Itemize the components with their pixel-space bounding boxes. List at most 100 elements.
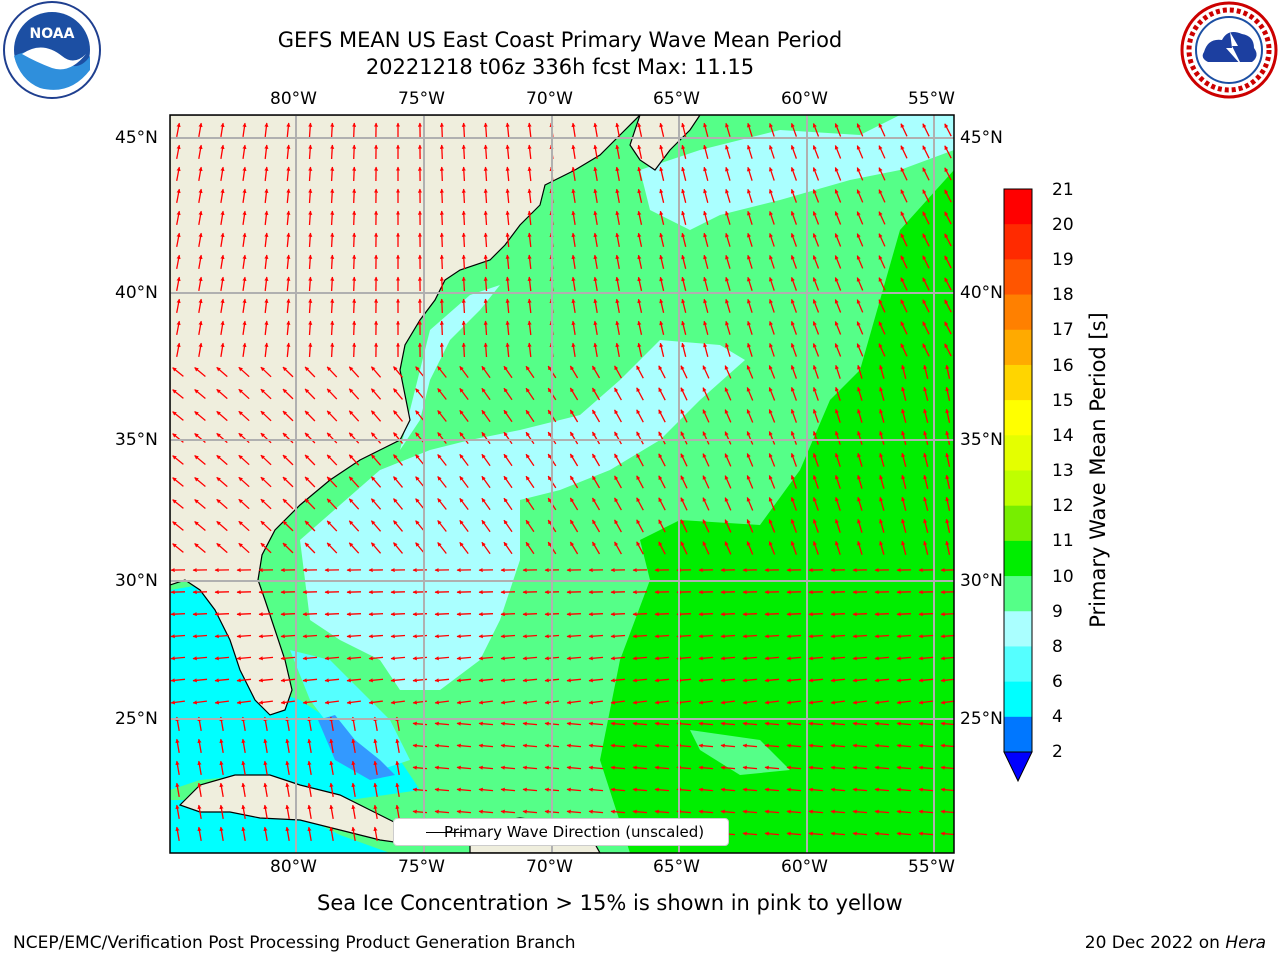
- wave-direction-arrow: [503, 453, 513, 467]
- wave-direction-arrow: [566, 809, 582, 814]
- wave-direction-arrow: [852, 700, 867, 705]
- wave-direction-arrow: [220, 298, 225, 314]
- wave-direction-arrow: [527, 210, 532, 226]
- wave-direction-arrow: [698, 634, 714, 639]
- wave-direction-arrow: [373, 782, 378, 798]
- wave-direction-arrow: [415, 454, 425, 466]
- wave-direction-arrow: [373, 826, 378, 842]
- wave-direction-arrow: [698, 787, 714, 792]
- wave-direction-arrow: [615, 232, 620, 248]
- wave-direction-arrow: [483, 254, 488, 270]
- wave-direction-arrow: [944, 123, 952, 137]
- wave-direction-arrow: [680, 453, 688, 467]
- wave-direction-arrow: [878, 299, 886, 313]
- wave-direction-arrow: [263, 738, 268, 754]
- wave-direction-arrow: [264, 276, 269, 292]
- wave-direction-arrow: [790, 387, 798, 401]
- wave-direction-arrow: [922, 343, 930, 357]
- wave-direction-arrow: [922, 277, 930, 291]
- wave-direction-arrow: [282, 432, 294, 444]
- wave-direction-arrow: [588, 700, 603, 705]
- wave-direction-arrow: [681, 276, 687, 291]
- wave-direction-arrow: [478, 634, 494, 639]
- wave-direction-arrow: [879, 364, 885, 379]
- wave-direction-arrow: [790, 343, 798, 357]
- wave-direction-arrow: [878, 145, 886, 159]
- wave-direction-arrow: [610, 721, 626, 726]
- wave-direction-arrow: [286, 276, 291, 292]
- wave-direction-arrow: [258, 612, 274, 617]
- wave-direction-arrow: [527, 144, 532, 160]
- wave-direction-arrow: [456, 787, 472, 792]
- wave-direction-arrow: [790, 519, 798, 533]
- wave-direction-arrow: [461, 342, 466, 358]
- wave-direction-arrow: [330, 166, 335, 182]
- wave-direction-arrow: [308, 342, 313, 358]
- wave-direction-arrow: [437, 476, 447, 488]
- wave-direction-arrow: [370, 476, 382, 488]
- wave-direction-arrow: [525, 453, 535, 467]
- wave-direction-arrow: [918, 678, 934, 683]
- wave-direction-arrow: [456, 612, 472, 617]
- wave-direction-arrow: [483, 320, 488, 336]
- wave-direction-arrow: [900, 189, 908, 203]
- wave-direction-arrow: [571, 276, 576, 292]
- wave-direction-arrow: [393, 410, 403, 422]
- wave-direction-arrow: [434, 634, 450, 639]
- wave-direction-arrow: [566, 700, 581, 705]
- wave-direction-arrow: [922, 167, 930, 181]
- wave-direction-arrow: [614, 409, 622, 423]
- wave-direction-arrow: [896, 787, 912, 792]
- wave-direction-arrow: [834, 189, 842, 203]
- wave-direction-arrow: [834, 518, 841, 533]
- wave-direction-arrow: [591, 497, 601, 511]
- wave-direction-arrow: [308, 298, 313, 314]
- wave-direction-arrow: [922, 145, 930, 159]
- wave-direction-arrow: [236, 700, 251, 705]
- wave-direction-arrow: [478, 700, 493, 705]
- lat-label-right: 35°N: [960, 430, 1003, 450]
- wave-direction-arrow: [260, 542, 272, 554]
- wave-direction-arrow: [525, 431, 535, 445]
- wave-direction-arrow: [214, 678, 230, 683]
- wave-direction-arrow: [588, 743, 604, 748]
- wave-direction-arrow: [236, 612, 252, 617]
- wave-direction-arrow: [505, 320, 510, 336]
- nws-logo: [1180, 1, 1278, 99]
- wave-direction-arrow: [593, 144, 598, 160]
- wave-direction-arrow: [790, 277, 798, 291]
- wave-direction-arrow: [614, 365, 622, 379]
- wave-direction-arrow: [834, 255, 842, 269]
- wave-direction-arrow: [878, 211, 886, 225]
- wave-direction-arrow: [527, 232, 532, 248]
- wave-direction-arrow: [434, 743, 450, 748]
- wave-direction-arrow: [747, 254, 753, 269]
- wave-direction-arrow: [702, 497, 710, 511]
- colorbar-segment: [1004, 224, 1032, 260]
- wave-direction-arrow: [172, 499, 184, 509]
- wave-direction-arrow: [812, 541, 819, 555]
- wave-direction-arrow: [830, 787, 846, 792]
- wave-direction-arrow: [569, 497, 579, 511]
- wave-direction-arrow: [326, 454, 338, 466]
- wave-direction-arrow: [615, 276, 620, 292]
- wave-direction-arrow: [614, 387, 622, 401]
- colorbar-tick: 2: [1052, 742, 1063, 762]
- wave-direction-arrow: [415, 366, 425, 378]
- period-6-8-caribbean: [170, 800, 390, 853]
- wave-direction-arrow: [176, 144, 181, 160]
- wave-direction-arrow: [768, 497, 776, 511]
- wave-direction-arrow: [681, 232, 687, 247]
- legend-line-swatch: [426, 832, 466, 833]
- wave-direction-arrow: [786, 700, 801, 705]
- wave-direction-arrow: [834, 364, 841, 379]
- wave-direction-arrow: [527, 342, 532, 358]
- wave-direction-arrow: [569, 365, 579, 379]
- colorbar-tick: 4: [1052, 707, 1063, 727]
- wave-direction-arrow: [615, 320, 620, 336]
- wave-direction-arrow: [725, 188, 731, 203]
- wave-direction-arrow: [307, 782, 312, 798]
- wave-direction-arrow: [505, 298, 510, 314]
- wave-direction-arrow: [790, 189, 798, 203]
- wave-direction-arrow: [214, 612, 230, 617]
